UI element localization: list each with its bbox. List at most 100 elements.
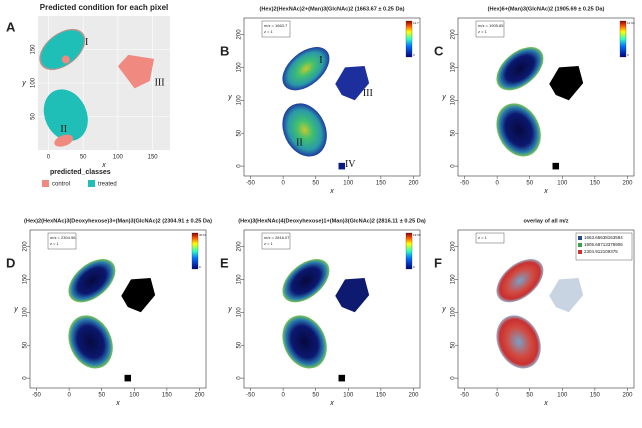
tissue: [43, 89, 88, 141]
x-tick-label: 0: [281, 181, 285, 187]
tissue: [338, 374, 346, 382]
x-tick-label: 200: [408, 181, 419, 187]
x-tick-label: 100: [557, 181, 568, 187]
colorbar-label: 12.7: [413, 21, 419, 25]
panel-title: overlay of all m/z: [523, 218, 568, 224]
x-axis-label: x: [543, 188, 548, 195]
x-tick-label: 0: [495, 393, 499, 399]
colorbar: [405, 20, 413, 58]
y-tick-label: 50: [237, 341, 243, 348]
tissue-patch: [61, 55, 70, 64]
y-tick-label: 100: [23, 307, 29, 318]
tissue: [121, 278, 156, 313]
colorbar: [619, 20, 627, 58]
plot-frame: [243, 229, 421, 389]
legend-box: [261, 20, 291, 38]
y-tick-label: 50: [451, 129, 457, 136]
x-tick-label: 150: [590, 181, 601, 187]
panel-title: (Hex)3(HexNAc)4(Deoxyhexose)1+(Man)3(Glc…: [238, 218, 426, 224]
legend-label: 2304.912109375: [584, 249, 618, 254]
tissue: [552, 162, 560, 170]
y-tick-label: 150: [31, 44, 37, 55]
tissue: [549, 66, 584, 101]
tissue: [335, 66, 370, 101]
legend-label: treated: [98, 182, 117, 188]
y-tick-label: 200: [451, 241, 457, 252]
legend-label: m/z = 2816.07: [264, 235, 290, 240]
tissue: [282, 103, 327, 157]
tissue: [496, 315, 541, 369]
x-tick-label: 200: [622, 181, 633, 187]
x-tick-label: 50: [80, 155, 87, 161]
tissue: [496, 259, 544, 303]
y-tick-label: 150: [237, 62, 243, 73]
panel-label: D: [6, 255, 15, 270]
colorbar-label: 0: [199, 265, 201, 269]
legend-title: predicted_classes: [50, 169, 111, 176]
region-label: III: [363, 88, 373, 99]
region-label: III: [155, 77, 165, 88]
region-label: IV: [345, 159, 356, 170]
x-tick-label: -50: [460, 181, 469, 187]
panel: B (Hex)2(HexNAc)2+(Man)3(GlcNAc)2 (1663.6…: [220, 6, 421, 195]
colorbar: [405, 232, 413, 270]
x-tick-label: 150: [376, 181, 387, 187]
x-tick-label: 200: [408, 393, 419, 399]
y-tick-label: 50: [451, 341, 457, 348]
panel-label: A: [6, 19, 16, 34]
legend-label: m/z = 1905.65: [478, 23, 504, 28]
x-tick-label: 150: [376, 393, 387, 399]
x-tick-label: 50: [312, 181, 319, 187]
y-tick-label: 0: [237, 376, 243, 380]
legend-label: z = 1: [264, 241, 274, 246]
legend-label: z = 1: [478, 235, 488, 240]
panel: A Predicted condition for each pixel 0 50 10…: [6, 3, 170, 188]
y-tick-label: 0: [237, 164, 243, 168]
legend-box: [475, 20, 505, 38]
legend-box: [575, 232, 633, 261]
x-tick-label: 0: [47, 155, 51, 161]
legend-label: z = 1: [264, 29, 274, 34]
tissue: [282, 315, 327, 369]
tissue: [282, 259, 330, 303]
x-tick-label: 150: [590, 393, 601, 399]
tissue: [338, 162, 346, 170]
y-tick-label: 200: [237, 241, 243, 252]
panel-title: (Hex)6+(Man)3(GlcNAc)2 (1905.69 ± 0.25 D…: [488, 6, 605, 12]
legend-box: [47, 232, 77, 250]
x-tick-label: -50: [32, 393, 41, 399]
y-tick-label: 50: [237, 129, 243, 136]
y-tick-label: 150: [451, 62, 457, 73]
x-tick-label: -50: [246, 393, 255, 399]
x-tick-label: 100: [129, 393, 140, 399]
tissue: [117, 54, 155, 89]
panel: C (Hex)6+(Man)3(GlcNAc)2 (1905.69 ± 0.25 …: [434, 6, 635, 194]
y-tick-label: 100: [31, 77, 37, 88]
x-tick-label: 50: [526, 181, 533, 187]
y-tick-label: 150: [451, 274, 457, 285]
panel: D (Hex)2(HexNAc)3(Deoxyhexose)3+(Man)3(Gl…: [6, 218, 212, 406]
y-tick-label: 0: [23, 376, 29, 380]
y-tick-label: 200: [451, 29, 457, 40]
y-axis-label: y: [227, 94, 232, 101]
x-tick-label: 100: [113, 155, 124, 161]
tissue: [39, 28, 86, 71]
legend-swatch: [578, 236, 582, 240]
panel-title: (Hex)2(HexNAc)3(Deoxyhexose)3+(Man)3(Glc…: [24, 218, 212, 224]
legend-swatch: [578, 250, 582, 254]
x-tick-label: 100: [557, 393, 568, 399]
colorbar: [191, 232, 199, 270]
x-tick-label: 150: [148, 155, 159, 161]
legend-label: z = 1: [478, 29, 488, 34]
panel-label: F: [434, 255, 442, 270]
plot-frame: [457, 17, 635, 177]
x-tick-label: -50: [246, 181, 255, 187]
tissue: [68, 315, 113, 369]
x-tick-label: -50: [460, 393, 469, 399]
legend-box: [261, 232, 291, 250]
legend-label: control: [52, 182, 70, 188]
panel-title: Predicted condition for each pixel: [40, 3, 168, 12]
y-axis-label: y: [227, 306, 232, 313]
